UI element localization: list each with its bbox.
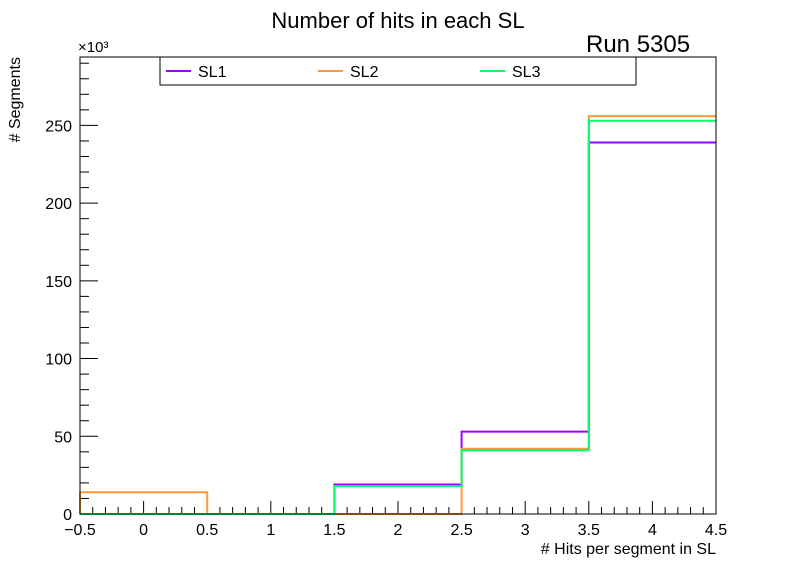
x-tick-label: 3: [521, 522, 530, 539]
y-tick-label: 50: [54, 429, 72, 446]
x-tick-label: 1.5: [323, 522, 345, 539]
x-tick-label: 3.5: [578, 522, 600, 539]
legend: SL1 SL2 SL3: [159, 56, 637, 86]
chart-title: Number of hits in each SL: [271, 8, 524, 33]
x-tick-label: −0.5: [64, 522, 96, 539]
legend-box: [159, 56, 637, 86]
x-tick-label: 1: [266, 522, 275, 539]
plot-frame: [79, 56, 717, 515]
x-tick-label: 2: [394, 522, 403, 539]
x-tick-label: 4: [648, 522, 657, 539]
x-axis-label: # Hits per segment in SL: [541, 541, 716, 558]
legend-label-sl1: SL1: [198, 64, 227, 81]
series-sl1-line: [80, 141, 716, 515]
y-axis-label: # Segments: [7, 57, 24, 142]
legend-label-sl2: SL2: [350, 64, 379, 81]
series-sl2-line: [79, 115, 716, 515]
x-tick-label: 4.5: [705, 522, 727, 539]
y-tick-label: 100: [45, 352, 72, 369]
x-tick-label: 0: [139, 522, 148, 539]
y-tick-label: 200: [45, 196, 72, 213]
x-tick-label: 0.5: [196, 522, 218, 539]
legend-label-sl3: SL3: [512, 64, 541, 81]
y-tick-label: 0: [63, 507, 72, 524]
series-sl3-line: [80, 119, 716, 515]
y-tick-label: 150: [45, 274, 72, 291]
y-tick-label: 250: [45, 118, 72, 135]
run-label: Run 5305: [586, 31, 690, 58]
y-multiplier: ×10³: [78, 39, 108, 56]
x-tick-label: 2.5: [450, 522, 472, 539]
